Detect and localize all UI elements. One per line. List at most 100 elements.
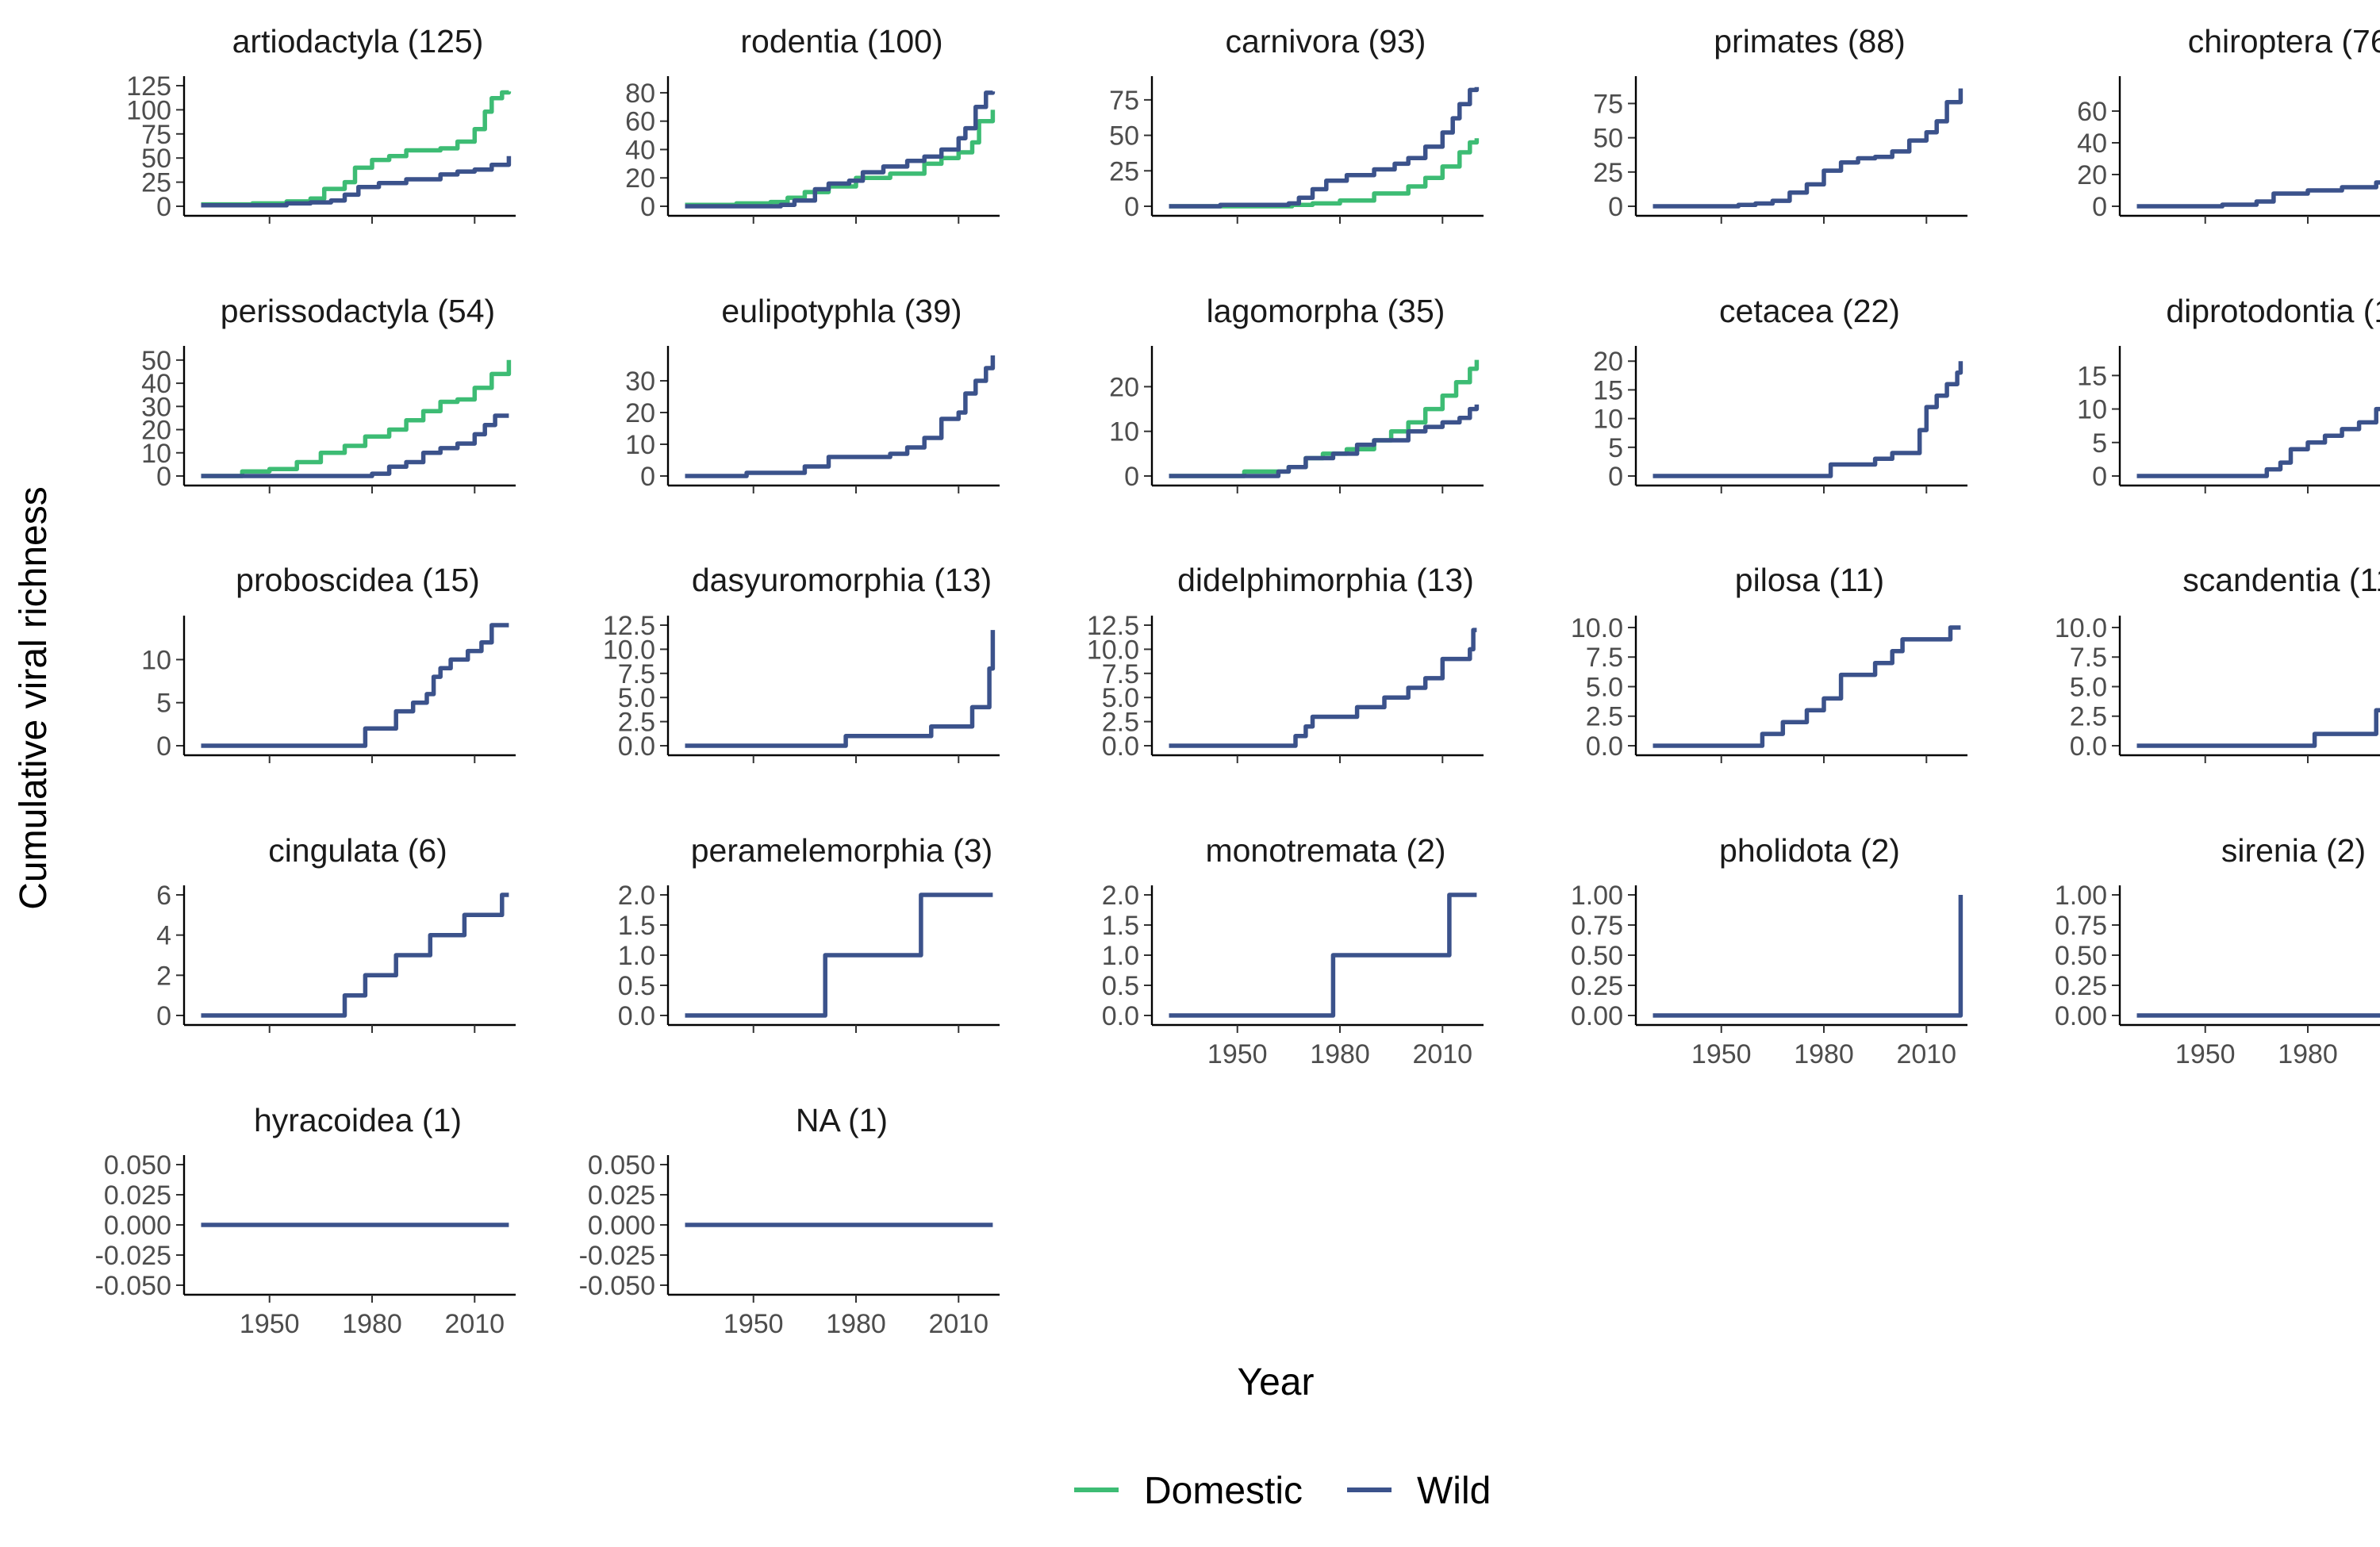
y-tick-label: 0.025 [588,1180,655,1211]
y-tick-label: 10 [1109,417,1139,447]
y-tick-label: 0 [640,192,655,222]
y-tick-label: 20 [2077,160,2107,190]
y-tick-label: 7.5 [2070,643,2107,673]
legend-label-domestic: Domestic [1144,1470,1303,1512]
y-tick-label: 4 [156,921,171,951]
y-tick-label: 0 [1124,192,1139,222]
panel-title: cetacea (22) [1719,293,1900,329]
series-line-wild [685,892,993,1018]
y-tick-label: 0.25 [1571,971,1623,1001]
y-tick-label: 25 [141,168,171,198]
y-tick-label: 5.0 [2070,672,2107,702]
y-tick-label: 12.5 [1087,611,1139,641]
y-tick-label: 30 [625,367,655,397]
series-line-wild [201,623,509,748]
y-tick-label: 0 [2092,462,2107,492]
y-tick-label: 2.0 [1102,881,1139,911]
series-line-wild [1169,404,1480,478]
x-tick-label: 2010 [444,1309,505,1339]
y-tick-label: 125 [126,71,171,102]
y-tick-label: 5.0 [1586,672,1623,702]
y-tick-label: 0.50 [1571,941,1623,971]
panel-peramelemorphia-3: peramelemorphia (3) 0.00.51.01.52.0 [618,832,1000,1033]
series-line-wild [1653,625,1961,748]
panel-monotremata-2: monotremata (2) 0.00.51.01.52.0 1950 1980 20… [1102,832,1484,1069]
x-tick-label: 2010 [928,1309,988,1339]
panel-title: eulipotyphla (39) [721,293,962,329]
y-tick-label: 10.0 [603,635,655,665]
y-tick-label: 1.00 [1571,881,1623,911]
y-tick-label: 15 [1593,375,1623,405]
y-tick-label: 50 [141,144,171,174]
y-tick-label: 0.0 [618,1001,655,1031]
y-tick-label: 0 [1124,462,1139,492]
series-line-wild [1653,88,1964,209]
y-tick-label: 10 [625,430,655,460]
y-tick-label: 0 [156,731,171,762]
y-tick-label: 25 [1593,158,1623,188]
series-line-wild [685,355,996,478]
x-tick-label: 1980 [1310,1039,1370,1069]
panel-title: artiodactyla (125) [232,23,484,60]
series-line-domestic [201,90,512,207]
series-line-wild [1169,892,1477,1018]
y-tick-label: 0.0 [618,731,655,762]
y-tick-label: 0.050 [104,1150,171,1180]
facet-panels: artiodactyla (125)0255075100125rodentia … [95,23,2380,1339]
y-tick-label: 0.0 [2070,731,2107,762]
series-line-domestic [201,359,512,478]
y-tick-label: 20 [1109,372,1139,402]
y-tick-label: 10.0 [1087,635,1139,665]
panel-title: dasyuromorphia (13) [692,562,992,598]
y-tick-label: 75 [1109,86,1139,116]
y-tick-label: 10 [1593,405,1623,435]
legend-label-wild: Wild [1417,1470,1491,1512]
y-tick-label: 50 [1593,124,1623,154]
y-tick-label: 15 [2077,361,2107,391]
panel-pilosa-11: pilosa (11) 0.02.55.07.510.0 [1571,562,1967,763]
y-tick-label: 50 [1109,121,1139,152]
y-tick-label: 5.0 [618,683,655,713]
panel-title: rodentia (100) [740,23,942,60]
y-tick-label: 0 [2092,192,2107,222]
y-tick-label: 20 [625,398,655,428]
y-tick-label: 20 [141,416,171,446]
y-tick-label: 5.0 [1102,683,1139,713]
series-line-wild [685,90,996,209]
y-tick-label: 0.5 [618,971,655,1001]
panel-lagomorpha-35: lagomorpha (35) 0 10 20 [1109,293,1484,493]
series-line-wild [201,413,509,478]
y-tick-label: 0.050 [588,1150,655,1180]
y-tick-label: 1.00 [2055,881,2107,911]
y-tick-label: -0.050 [579,1271,655,1301]
y-tick-label: 0 [156,192,171,222]
y-tick-label: 10 [2077,395,2107,425]
y-tick-label: 0.00 [1571,1001,1623,1031]
y-tick-label: 30 [141,392,171,422]
series-line-wild [2136,1013,2380,1018]
y-tick-label: 0.25 [2055,971,2107,1001]
y-axis-title: Cumulative viral richness [13,486,55,910]
y-tick-label: -0.025 [95,1241,171,1271]
y-tick-label: 10 [141,645,171,675]
x-tick-label: 1980 [826,1309,886,1339]
y-tick-label: 0.00 [2055,1001,2107,1031]
y-tick-label: 0.50 [2055,941,2107,971]
y-tick-label: 40 [2077,129,2107,159]
y-tick-label: 5 [2092,428,2107,459]
panel-title: NA (1) [796,1102,888,1138]
series-line-wild [2136,406,2380,478]
series-line-wild [1169,628,1477,748]
panel-title: proboscidea (15) [236,562,480,598]
y-tick-label: 1.5 [1102,911,1139,941]
y-tick-label: 0.75 [2055,911,2107,941]
x-tick-label: 1950 [1691,1039,1752,1069]
y-tick-label: 100 [126,95,171,125]
y-tick-label: -0.025 [579,1241,655,1271]
y-tick-label: 10.0 [2055,613,2107,643]
y-tick-label: 0 [1608,462,1623,492]
y-tick-label: 7.5 [1586,643,1623,673]
panel-title: sirenia (2) [2221,832,2366,869]
